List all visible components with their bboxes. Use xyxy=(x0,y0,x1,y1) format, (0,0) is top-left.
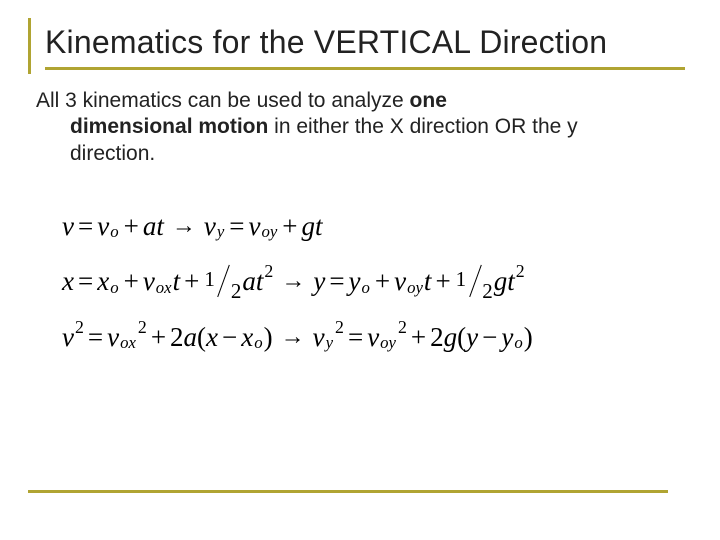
eq1-v: v xyxy=(62,211,74,242)
eq3-vy: v xyxy=(313,322,325,353)
eq-minus: − xyxy=(222,322,237,353)
eq2-a: a xyxy=(242,266,256,297)
eq-eq: = xyxy=(78,211,93,242)
eq3-a: a xyxy=(184,322,198,353)
eq2-t4: t xyxy=(507,266,515,297)
eq1-g: g xyxy=(302,211,316,242)
eq-eq: = xyxy=(88,322,103,353)
eq1-t: t xyxy=(156,211,164,242)
arrow-icon: → xyxy=(281,324,305,351)
eq3-sq4: 2 xyxy=(398,317,407,338)
eq2-t: t xyxy=(173,266,181,297)
eq2-yo: y xyxy=(349,266,361,297)
eq-eq: = xyxy=(78,266,93,297)
fraction-half: 1 2 xyxy=(204,262,241,298)
eq1-vo: v xyxy=(97,211,109,242)
slide: Kinematics for the VERTICAL Direction Al… xyxy=(0,0,720,540)
eq3-g: g xyxy=(444,322,458,353)
eq3-two2: 2 xyxy=(430,322,444,353)
eq-plus: + xyxy=(124,211,139,242)
eq3-y: y xyxy=(466,322,478,353)
frac-den: 2 xyxy=(481,279,493,304)
eq-plus: + xyxy=(124,266,139,297)
equation-block: v = vo + at → vy = voy + gt x = xo + vox… xyxy=(28,211,692,353)
body-line1: All 3 kinematics can be used to analyze xyxy=(36,89,410,112)
eq2-sq: 2 xyxy=(264,261,273,282)
eq1-vo-sub: o xyxy=(110,222,118,242)
eq3-xo-sub: o xyxy=(254,333,262,353)
eq1-voy: v xyxy=(248,211,260,242)
eq3-vy-sub: y xyxy=(326,333,333,353)
eq2-voy: v xyxy=(394,266,406,297)
eq3-x: x xyxy=(206,322,218,353)
eq3-voy-sub: oy xyxy=(380,333,396,353)
fraction-half: 1 2 xyxy=(456,262,493,298)
eq2-x: x xyxy=(62,266,74,297)
eq3-vox-sub: ox xyxy=(120,333,136,353)
eq2-vox: v xyxy=(143,266,155,297)
eq-plus: + xyxy=(411,322,426,353)
eq1-voy-sub: oy xyxy=(261,222,277,242)
eq3-yo: y xyxy=(501,322,513,353)
eq2-voy-sub: oy xyxy=(407,278,423,298)
slide-title: Kinematics for the VERTICAL Direction xyxy=(45,24,685,61)
equation-3: v2 = vox2 + 2a(x − xo) → vy2 = voy2 + 2g… xyxy=(62,322,692,353)
body-bold-one: one xyxy=(410,89,447,112)
eq3-xo: x xyxy=(241,322,253,353)
frac-den: 2 xyxy=(230,279,242,304)
eq2-t2: t xyxy=(256,266,264,297)
eq3-sq3: 2 xyxy=(335,317,344,338)
eq-plus: + xyxy=(375,266,390,297)
eq2-y: y xyxy=(313,266,325,297)
eq3-yo-sub: o xyxy=(514,333,522,353)
eq1-t2: t xyxy=(315,211,323,242)
frac-num: 1 xyxy=(204,267,217,292)
eq3-lp: ( xyxy=(197,322,206,353)
eq-minus: − xyxy=(482,322,497,353)
eq3-v: v xyxy=(62,322,74,353)
eq2-sq2: 2 xyxy=(516,261,525,282)
equation-2: x = xo + vox t + 1 2 at2 → y = yo + voy … xyxy=(62,264,692,300)
body-bold-dim: dimensional motion xyxy=(70,115,268,138)
eq-plus: + xyxy=(435,266,450,297)
eq-plus: + xyxy=(282,211,297,242)
title-block: Kinematics for the VERTICAL Direction xyxy=(28,18,692,74)
bottom-rule xyxy=(28,490,668,493)
eq-plus: + xyxy=(184,266,199,297)
eq3-two: 2 xyxy=(170,322,184,353)
eq3-voy: v xyxy=(367,322,379,353)
eq-eq: = xyxy=(329,266,344,297)
eq-eq: = xyxy=(229,211,244,242)
body-paragraph: All 3 kinematics can be used to analyze … xyxy=(28,88,692,167)
eq3-vox: v xyxy=(107,322,119,353)
eq-plus: + xyxy=(151,322,166,353)
frac-slash-icon xyxy=(468,262,481,298)
eq1-vy-sub: y xyxy=(217,222,224,242)
eq3-rp2: ) xyxy=(524,322,533,353)
eq1-a: a xyxy=(143,211,157,242)
arrow-icon: → xyxy=(281,268,305,295)
arrow-icon: → xyxy=(172,213,196,240)
frac-num: 1 xyxy=(456,267,469,292)
title-underline: Kinematics for the VERTICAL Direction xyxy=(45,24,685,70)
eq2-xo: x xyxy=(97,266,109,297)
eq3-lp2: ( xyxy=(457,322,466,353)
eq1-vy: v xyxy=(204,211,216,242)
eq3-rp: ) xyxy=(264,322,273,353)
eq2-g: g xyxy=(494,266,508,297)
frac-slash-icon xyxy=(217,262,230,298)
eq2-vox-sub: ox xyxy=(156,278,172,298)
eq3-sq2: 2 xyxy=(138,317,147,338)
eq2-t3: t xyxy=(424,266,432,297)
eq2-yo-sub: o xyxy=(362,278,370,298)
eq-eq: = xyxy=(348,322,363,353)
eq2-xo-sub: o xyxy=(110,278,118,298)
equation-1: v = vo + at → vy = voy + gt xyxy=(62,211,692,242)
eq3-sq: 2 xyxy=(75,317,84,338)
